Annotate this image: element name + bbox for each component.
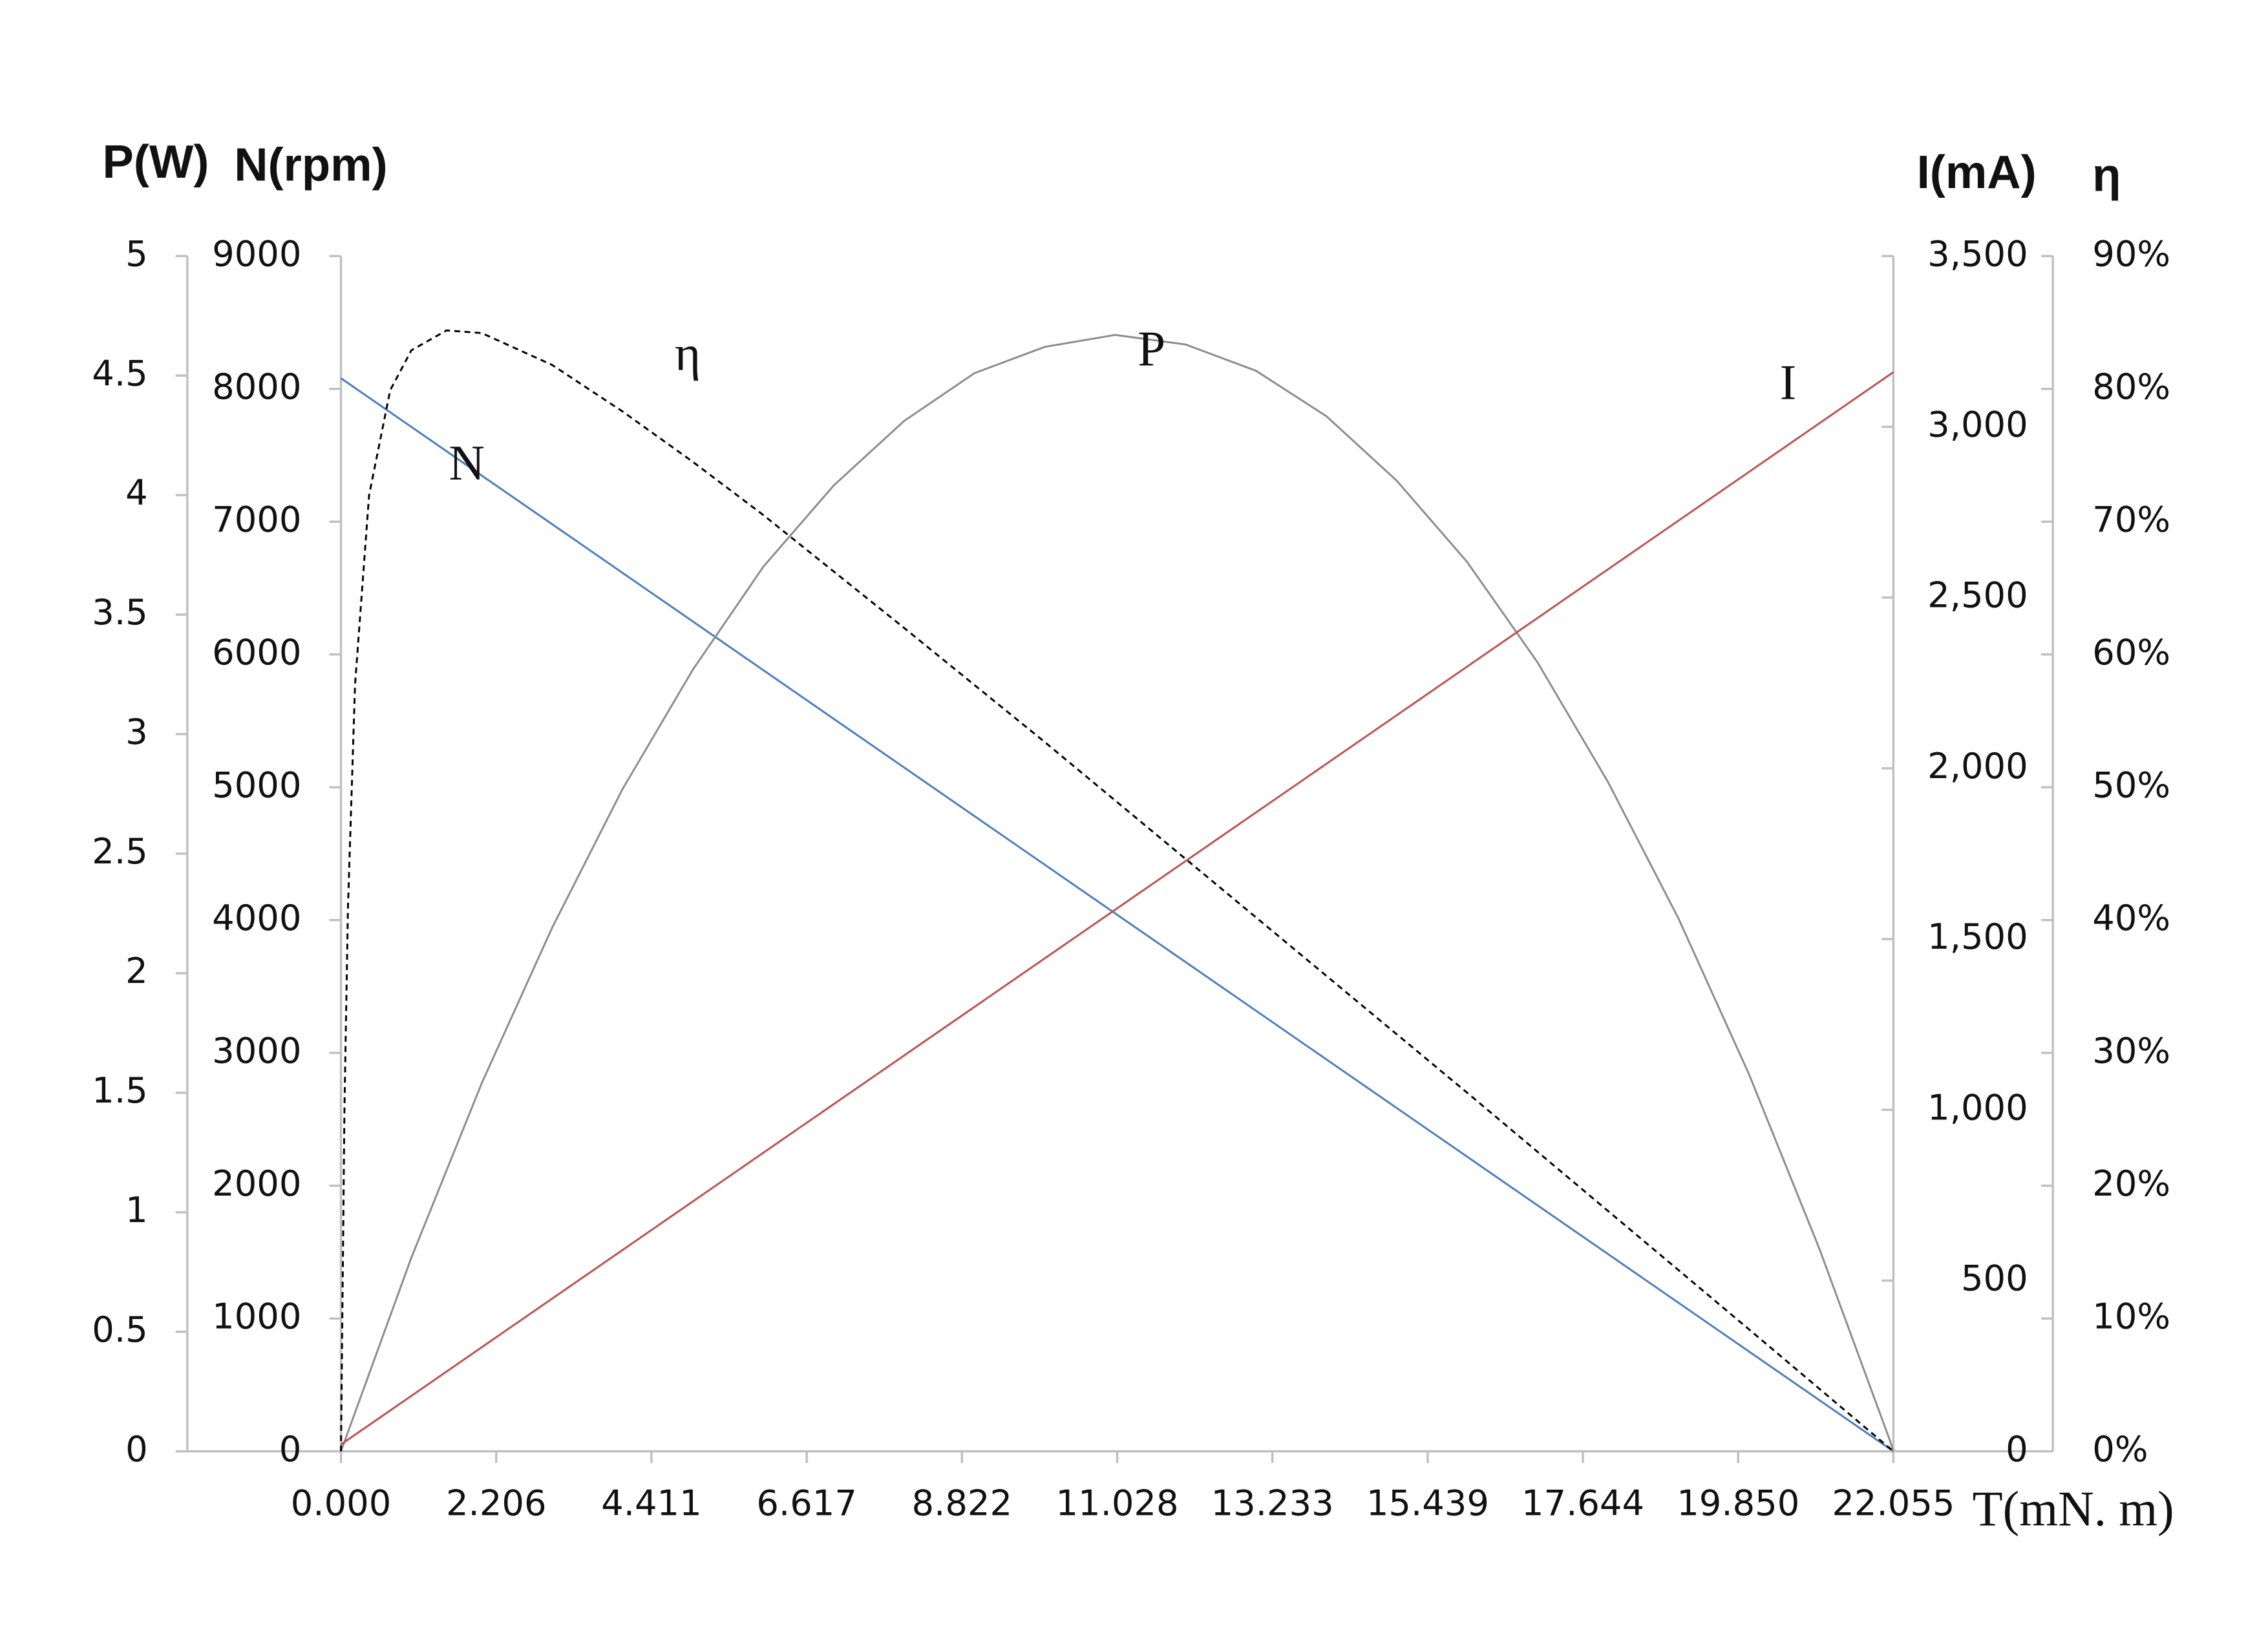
y-tick-label: 5 [125,233,148,274]
y-tick-label: 0% [2092,1429,2148,1470]
y-tick-label: 1,000 [1927,1087,2028,1128]
y-axis-title: η [2092,149,2121,201]
y-tick-label: 80% [2092,366,2170,407]
x-tick-label: 4.411 [601,1483,702,1524]
series-line [340,333,1894,1452]
y-tick-label: 9000 [212,233,301,274]
x-tick-label: 0.000 [291,1483,392,1524]
y-tick-label: 50% [2092,765,2170,805]
y-tick-label: 3000 [212,1030,301,1071]
x-tick-label: 2.206 [446,1483,547,1524]
x-tick-label: 17.644 [1521,1483,1644,1524]
y-tick-label: 2 [125,951,148,991]
y-tick-label: 2.5 [92,831,147,872]
y-tick-label: 1000 [212,1296,301,1336]
y-tick-label: 6000 [212,632,301,673]
y-axis-title: P(W) [103,136,209,188]
y-axis-title: N(rpm) [234,138,387,191]
y-tick-label: 7000 [212,499,301,540]
y-tick-label: 0 [279,1429,302,1470]
x-tick-label: 6.617 [756,1483,857,1524]
y-tick-label: 500 [1961,1258,2028,1299]
y-tick-label: 2000 [212,1163,301,1204]
y-tick-label: 20% [2092,1163,2170,1204]
y-tick-label: 60% [2092,632,2170,673]
y-tick-label: 1.5 [92,1070,147,1111]
y-tick-label: 8000 [212,366,301,407]
y-tick-label: 5000 [212,765,301,805]
series-label: η [675,325,701,381]
x-tick-label: 8.822 [912,1483,1013,1524]
y-tick-label: 2,500 [1927,575,2028,616]
y-tick-label: 4000 [212,898,301,938]
x-tick-label: 11.028 [1055,1483,1178,1524]
y-tick-label: 1,500 [1927,916,2028,957]
y-tick-label: 90% [2092,233,2170,274]
series-line [340,377,1894,1452]
series-label: I [1780,355,1797,410]
x-tick-label: 15.439 [1366,1483,1489,1524]
y-tick-label: 4.5 [92,353,147,394]
x-tick-label: 13.233 [1211,1483,1334,1524]
y-tick-label: 3.5 [92,592,147,633]
series-label: N [449,435,485,491]
y-tick-label: 0.5 [92,1309,147,1350]
y-tick-label: 0 [2006,1429,2028,1470]
series-label: P [1138,321,1165,376]
y-tick-label: 2,000 [1927,746,2028,787]
series-line [340,371,1894,1446]
series-line [340,329,1894,1452]
y-tick-label: 10% [2092,1296,2170,1336]
y-tick-label: 40% [2092,898,2170,938]
y-tick-label: 3,500 [1927,233,2028,274]
x-axis-title: T(mN. m) [1973,1481,2174,1537]
x-tick-label: 19.850 [1677,1483,1799,1524]
y-tick-label: 30% [2092,1030,2170,1071]
x-tick-label: 22.055 [1832,1483,1955,1524]
y-axis-title: I(mA) [1917,146,2037,198]
y-tick-label: 0 [125,1429,148,1470]
y-tick-label: 4 [125,472,148,513]
y-tick-label: 1 [125,1190,148,1230]
y-tick-label: 3,000 [1927,405,2028,445]
y-tick-label: 3 [125,712,148,752]
y-tick-label: 70% [2092,499,2170,540]
